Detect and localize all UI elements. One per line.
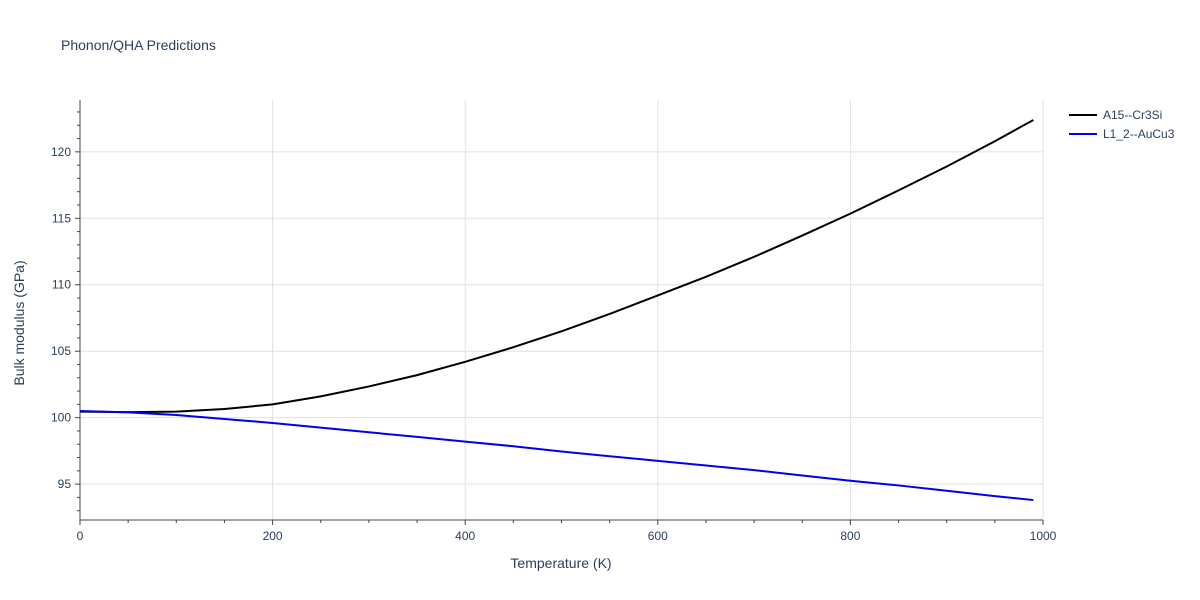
x-tick-label: 1000 xyxy=(1030,529,1057,543)
legend-item-1[interactable]: L1_2--AuCu3 xyxy=(1069,127,1175,141)
x-tick-label: 600 xyxy=(648,529,668,543)
x-tick-label: 400 xyxy=(455,529,475,543)
legend[interactable]: A15--Cr3Si L1_2--AuCu3 xyxy=(1069,108,1175,141)
y-tick-label: 100 xyxy=(51,411,71,425)
legend-label: A15--Cr3Si xyxy=(1103,108,1162,122)
series-line-0[interactable] xyxy=(79,119,1034,414)
y-tick-label: 105 xyxy=(51,344,71,358)
y-axis-title: Bulk modulus (GPa) xyxy=(11,260,27,385)
series-line-1[interactable] xyxy=(79,410,1034,502)
y-tick-label: 120 xyxy=(51,145,71,159)
grid xyxy=(80,100,1044,520)
series-layer xyxy=(79,119,1034,502)
legend-item-0[interactable]: A15--Cr3Si xyxy=(1069,108,1162,122)
y-tick-label: 115 xyxy=(52,211,71,225)
legend-label: L1_2--AuCu3 xyxy=(1103,127,1175,141)
x-tick-label: 0 xyxy=(77,529,84,543)
y-tick-label: 110 xyxy=(52,278,71,292)
axes: 0 200 400 600 800 1000 95 100 105 110 115 120 xyxy=(51,100,1057,543)
chart-title: Phonon/QHA Predictions xyxy=(61,37,216,53)
y-tick-label: 95 xyxy=(58,477,72,491)
x-tick-label: 800 xyxy=(840,529,860,543)
x-tick-label: 200 xyxy=(263,529,283,543)
x-axis-title: Temperature (K) xyxy=(510,555,611,571)
